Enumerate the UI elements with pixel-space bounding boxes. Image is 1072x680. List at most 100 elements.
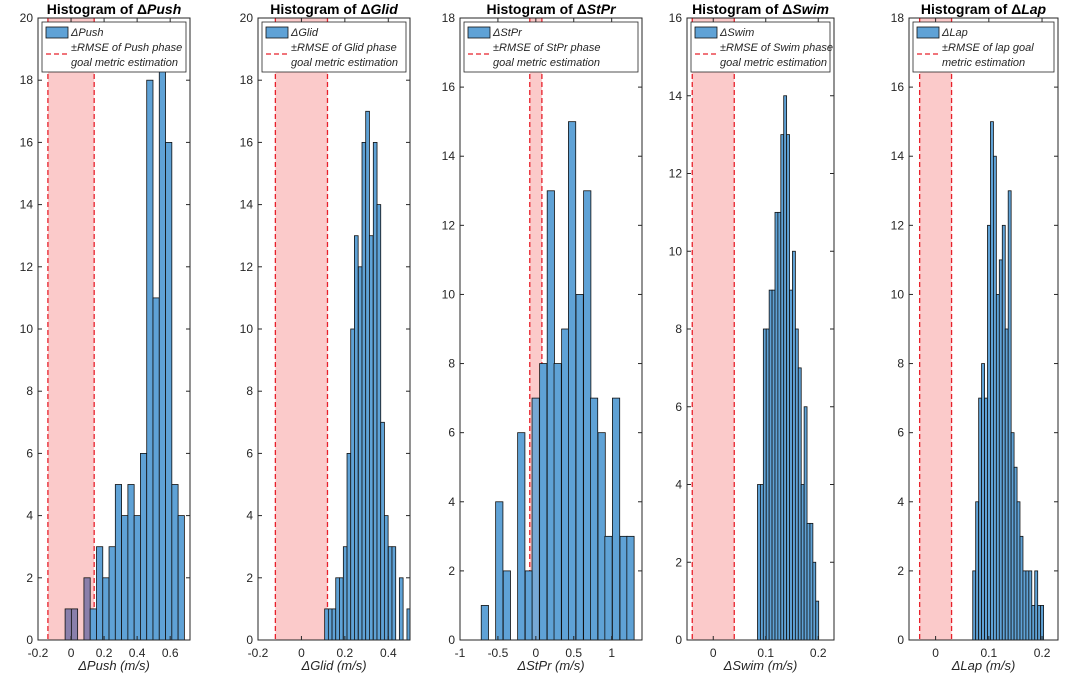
histogram-bar — [995, 294, 1000, 640]
x-tick-label: 0.1 — [980, 646, 997, 660]
histogram-bar — [357, 266, 363, 640]
histogram-bar — [480, 605, 489, 640]
y-tick-label: 6 — [246, 446, 253, 460]
chart-title: Histogram of ΔLap — [921, 1, 1047, 17]
y-tick-label: 8 — [897, 357, 904, 371]
legend-bar-swatch — [467, 26, 491, 39]
x-tick-label: 0.2 — [337, 646, 354, 660]
y-tick-label: 18 — [891, 11, 905, 25]
x-axis-label: ΔLap (m/s) — [951, 658, 1016, 673]
y-tick-label: 14 — [442, 149, 456, 163]
histogram-bar — [815, 600, 820, 640]
chart-title: Histogram of ΔPush — [47, 1, 182, 17]
y-tick-label: 2 — [897, 564, 904, 578]
title-prefix: Histogram of Δ — [270, 1, 370, 17]
rmse-band — [919, 18, 952, 640]
histogram-bar — [324, 608, 329, 640]
x-tick-label: 1 — [608, 646, 615, 660]
histogram-bar — [604, 535, 613, 640]
histogram-bar — [114, 484, 122, 640]
y-tick-label: 6 — [448, 426, 455, 440]
x-tick-label: 0.6 — [162, 646, 179, 660]
histogram-bar — [158, 48, 166, 640]
title-prefix: Histogram of Δ — [921, 1, 1021, 17]
chart-title: Histogram of ΔSwim — [692, 1, 829, 17]
x-tick-label: 0 — [710, 646, 717, 660]
histogram-bar — [806, 522, 811, 640]
histogram-bar — [1037, 605, 1042, 640]
histogram-bar — [108, 546, 116, 640]
y-tick-label: 10 — [669, 244, 683, 258]
histogram-bar — [1025, 570, 1030, 640]
histogram-bar — [972, 570, 977, 640]
histogram-bar — [391, 546, 397, 640]
title-variable: Push — [147, 1, 181, 17]
axes-frame — [908, 17, 1059, 641]
histogram-bar — [376, 204, 382, 640]
histogram-bar — [368, 235, 374, 640]
y-tick-label: 0 — [246, 633, 253, 647]
histogram-bar — [809, 522, 814, 640]
histogram-bar — [597, 432, 606, 640]
histogram-bar — [762, 328, 767, 640]
y-tick-label: 10 — [240, 322, 254, 336]
histogram-bar — [146, 79, 154, 640]
histogram-bar — [387, 546, 393, 640]
legend: ΔLap ±RMSE of lap goal metric estimation — [912, 21, 1055, 73]
histogram-bar — [1031, 605, 1036, 640]
y-tick-label: 6 — [897, 426, 904, 440]
histogram-bar — [1010, 432, 1015, 640]
histogram-bar — [990, 121, 994, 640]
histogram-bar — [339, 577, 344, 640]
histogram-bar — [96, 546, 104, 640]
x-tick-label: 0 — [532, 646, 539, 660]
title-variable: StPr — [587, 1, 617, 17]
histogram-bar — [765, 328, 770, 640]
histogram-bar — [342, 546, 348, 640]
y-tick-label: 2 — [675, 555, 682, 569]
histogram-bar — [152, 297, 160, 640]
x-axis-label: ΔSwim (m/s) — [723, 658, 798, 673]
y-tick-label: 0 — [675, 633, 682, 647]
histogram-bar — [165, 141, 173, 640]
legend-bar-swatch — [265, 26, 289, 39]
y-tick-label: 12 — [442, 218, 456, 232]
y-tick-label: 12 — [891, 218, 905, 232]
histogram-bar — [64, 608, 72, 640]
title-prefix: Histogram of Δ — [486, 1, 586, 17]
chart-title: Histogram of ΔStPr — [486, 1, 617, 17]
x-tick-label: -0.2 — [28, 646, 49, 660]
histogram-bar — [1034, 570, 1039, 640]
x-tick-label: 0 — [298, 646, 305, 660]
y-tick-label: 16 — [240, 135, 254, 149]
legend-bar-label: ΔPush — [70, 27, 103, 39]
x-tick-label: 0.2 — [1034, 646, 1051, 660]
legend-line-label-2: metric estimation — [942, 57, 1025, 69]
histogram-bar — [83, 577, 91, 640]
y-tick-label: 16 — [442, 80, 456, 94]
x-axis-label: ΔPush (m/s) — [77, 658, 150, 673]
histogram-bar — [789, 289, 793, 640]
y-tick-label: 0 — [897, 633, 904, 647]
histogram-bar — [327, 608, 333, 640]
legend-line-label: ±RMSE of lap goal — [942, 42, 1034, 54]
y-tick-label: 8 — [675, 322, 682, 336]
histogram-bar — [335, 577, 340, 640]
histogram-bar — [786, 134, 790, 640]
y-tick-label: 4 — [26, 509, 33, 523]
histogram-bar — [794, 328, 799, 640]
x-axis-label: ΔStPr (m/s) — [516, 658, 584, 673]
y-tick-label: 2 — [448, 564, 455, 578]
histogram-bar — [380, 421, 385, 640]
plot-area — [47, 18, 185, 640]
y-tick-label: 8 — [26, 384, 33, 398]
legend: ΔGlid ±RMSE of Glid phase goal metric esti… — [261, 21, 407, 73]
histogram-bar — [619, 535, 628, 640]
histogram-bar — [984, 397, 988, 640]
legend-line-label-2: goal metric estimation — [291, 57, 398, 69]
histogram-bar — [987, 224, 991, 640]
y-tick-label: 14 — [669, 89, 683, 103]
histogram-bar — [539, 363, 548, 640]
plot-area — [274, 18, 410, 640]
y-tick-label: 18 — [20, 73, 34, 87]
